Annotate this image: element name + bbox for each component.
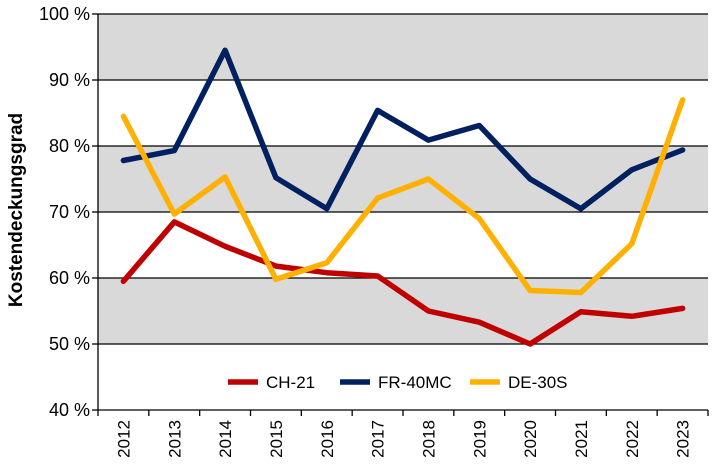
series-line-de-30s bbox=[120, 97, 686, 296]
series-lines bbox=[120, 47, 686, 347]
x-tick-label: 2021 bbox=[572, 420, 591, 458]
x-tick-label: 2023 bbox=[674, 420, 693, 458]
grid-lines bbox=[98, 13, 708, 345]
grid-bands bbox=[98, 14, 708, 344]
legend-label: DE-30S bbox=[508, 373, 568, 392]
y-axis-ticks: 40 % 50 % 60 % 70 % 80 % 90 % 100 % bbox=[39, 4, 98, 420]
grid-band bbox=[98, 146, 708, 212]
legend-label: FR-40MC bbox=[378, 373, 452, 392]
grid-band bbox=[98, 14, 708, 80]
y-tick-label: 50 % bbox=[49, 334, 90, 354]
x-tick-label: 2016 bbox=[318, 420, 337, 458]
y-axis-label: Kostendeckungsgrad bbox=[6, 113, 27, 307]
y-tick-label: 100 % bbox=[39, 4, 90, 24]
series-line-fr-40mc bbox=[120, 47, 686, 212]
x-tick-label: 2022 bbox=[623, 420, 642, 458]
y-tick-label: 90 % bbox=[49, 70, 90, 90]
x-tick-label: 2014 bbox=[216, 420, 235, 458]
y-tick-label: 40 % bbox=[49, 400, 90, 420]
x-tick-label: 2017 bbox=[369, 420, 388, 458]
y-tick-label: 60 % bbox=[49, 268, 90, 288]
y-tick-label: 70 % bbox=[49, 202, 90, 222]
x-tick-label: 2018 bbox=[419, 420, 438, 458]
x-axis-ticks: 2012 2013 2014 2015 2016 2017 2018 2019 2020 2021… bbox=[97, 410, 709, 458]
y-tick-label: 80 % bbox=[49, 136, 90, 156]
x-tick-label: 2020 bbox=[521, 420, 540, 458]
x-tick-label: 2012 bbox=[114, 420, 133, 458]
x-tick-label: 2015 bbox=[267, 420, 286, 458]
x-tick-label: 2019 bbox=[470, 420, 489, 458]
legend: CH-21 FR-40MC DE-30S bbox=[228, 373, 568, 392]
legend-label: CH-21 bbox=[266, 373, 315, 392]
x-tick-label: 2013 bbox=[165, 420, 184, 458]
series-line-ch-21 bbox=[120, 219, 686, 347]
grid-band bbox=[98, 278, 708, 344]
